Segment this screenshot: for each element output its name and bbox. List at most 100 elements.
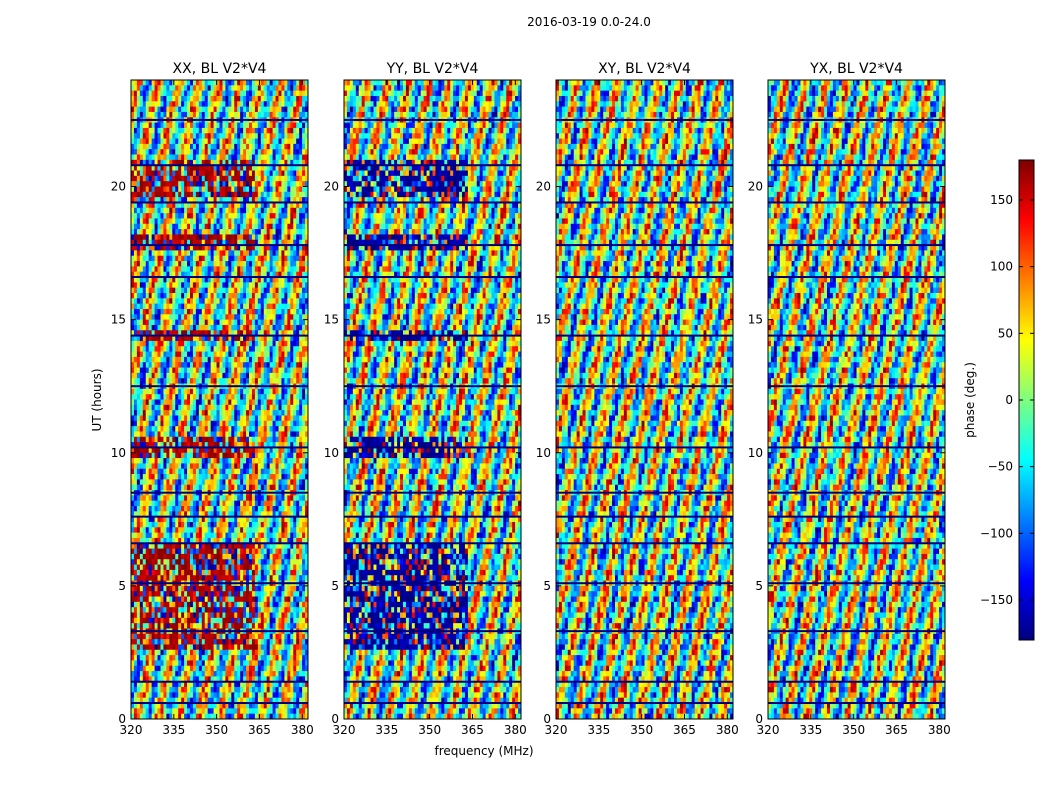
x-tick-label: 335 [587,723,610,737]
gap-line [556,244,733,247]
gap-line [344,385,521,388]
colorbar-tick-label: −150 [980,593,1013,607]
gap-line [556,542,733,545]
phase-heatmap [344,80,521,719]
colorbar-label: phase (deg.) [963,362,977,438]
gap-line [556,276,733,279]
phase-heatmap [131,80,308,719]
y-tick-label: 0 [543,712,551,726]
gap-line [556,582,733,585]
gap-line [768,334,945,337]
gap-line [344,582,521,585]
gap-line [131,446,308,449]
gap-line [556,680,733,683]
gap-line [556,385,733,388]
x-tick-label: 365 [673,723,696,737]
y-tick-label: 10 [111,446,126,460]
gap-line [344,244,521,247]
gap-line [768,702,945,705]
panel-title: YX, BL V2*V4 [809,61,903,77]
gap-line [556,702,733,705]
gap-line [131,164,308,167]
x-tick-label: 380 [716,723,739,737]
gap-line [131,542,308,545]
gap-line [344,201,521,204]
y-tick-label: 20 [324,180,339,194]
colorbar: −150 −100 −50 0 50 100 150 [980,159,1035,641]
panel-title: XX, BL V2*V4 [173,61,267,77]
gap-line [556,118,733,121]
y-tick-label: 20 [748,180,763,194]
panel-3: XY, BL V2*V4 320 335 350 365 380 0 5 10 15 20 [536,61,739,737]
gap-line [131,385,308,388]
gap-line [131,491,308,494]
panel-1: XX, BL V2*V4 320 335 350 365 380 0 5 10 15 20 [111,61,314,737]
x-tick-label: 320 [545,723,568,737]
panel-title: XY, BL V2*V4 [598,61,691,77]
x-tick-label: 350 [842,723,865,737]
gap-line [768,582,945,585]
y-tick-label: 10 [324,446,339,460]
gap-line [768,446,945,449]
y-tick-label: 0 [331,712,339,726]
panel-2: YY, BL V2*V4 320 335 350 365 380 0 5 10 15 20 [324,61,527,737]
x-tick-label: 320 [757,723,780,737]
y-tick-label: 10 [536,446,551,460]
gap-line [131,680,308,683]
flagged-gaps [556,118,733,705]
phase-heatmap [556,80,733,719]
x-tick-label: 320 [333,723,356,737]
gap-line [768,118,945,121]
x-tick-label: 380 [291,723,314,737]
gap-line [768,630,945,633]
gap-line [768,276,945,279]
gap-line [556,201,733,204]
gap-line [344,542,521,545]
y-tick-label: 20 [536,180,551,194]
panel-frame [767,79,946,720]
gap-line [131,702,308,705]
gap-line [344,334,521,337]
y-tick-label: 5 [755,579,763,593]
colorbar-tick-label: 150 [990,193,1013,207]
colorbar-tick-label: 0 [1005,393,1013,407]
gap-line [344,118,521,121]
gap-line [131,201,308,204]
gap-line [768,515,945,518]
y-tick-label: 15 [324,313,339,327]
y-tick-label: 15 [536,313,551,327]
y-tick-label: 15 [748,313,763,327]
gap-line [768,201,945,204]
x-tick-label: 350 [418,723,441,737]
gap-line [768,680,945,683]
colorbar-tick-label: 50 [998,326,1013,340]
panel-4: YX, BL V2*V4 320 335 350 365 380 0 5 10 15 20 [748,61,951,737]
gap-line [131,276,308,279]
x-tick-label: 380 [504,723,527,737]
gap-line [556,446,733,449]
x-tick-label: 365 [248,723,271,737]
gap-line [344,164,521,167]
gap-line [556,515,733,518]
x-tick-label: 365 [461,723,484,737]
gap-line [344,446,521,449]
y-tick-label: 0 [118,712,126,726]
gap-line [131,515,308,518]
panel-frame [555,79,734,720]
gap-line [344,276,521,279]
gap-line [768,244,945,247]
gap-line [131,118,308,121]
x-tick-label: 350 [205,723,228,737]
gap-line [556,334,733,337]
gap-line [131,334,308,337]
x-axis-label: frequency (MHz) [434,744,533,758]
x-tick-label: 365 [885,723,908,737]
y-tick-label: 20 [111,180,126,194]
flagged-gaps [768,118,945,705]
gap-line [131,582,308,585]
gap-line [344,680,521,683]
panel-frame [343,79,522,720]
x-tick-label: 380 [928,723,951,737]
gap-line [131,630,308,633]
